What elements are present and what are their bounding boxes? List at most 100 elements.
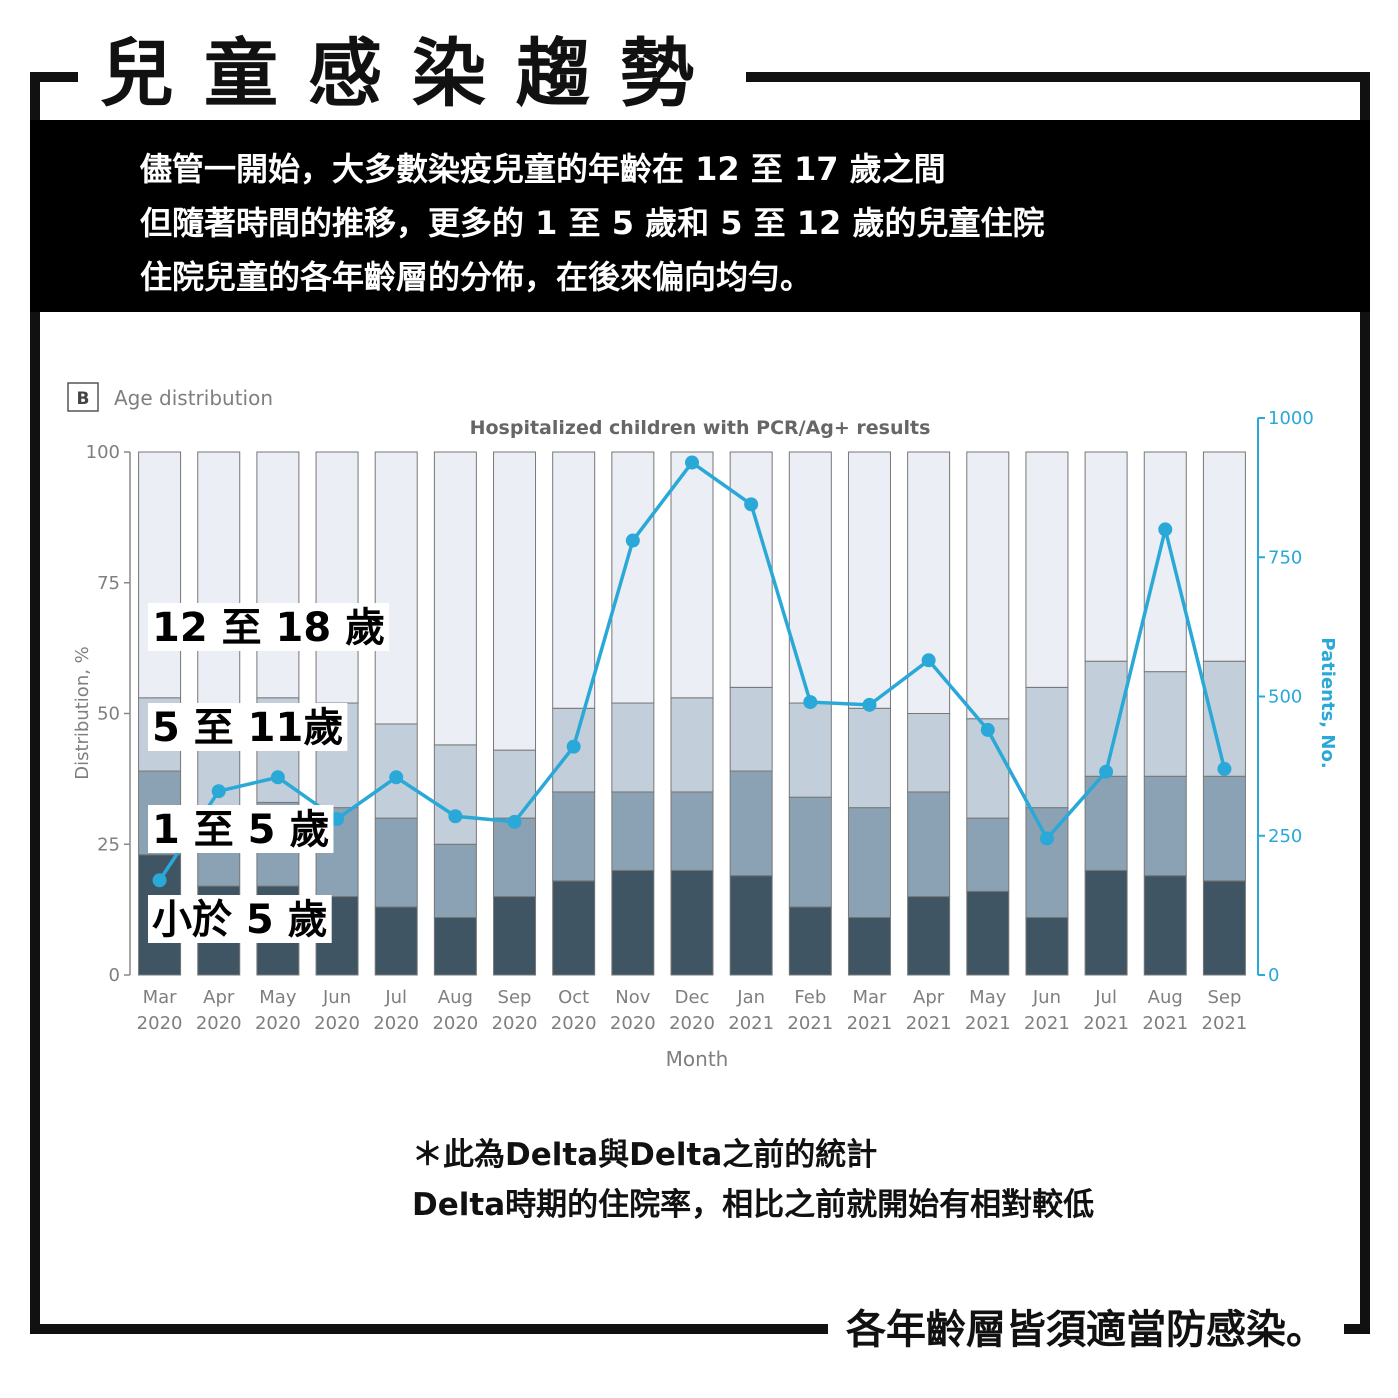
x-tick-label-year: 2020 (432, 1013, 478, 1034)
patients-point (270, 770, 285, 785)
x-tick-label-month: Jan (736, 987, 765, 1008)
x-tick-label-year: 2020 (669, 1013, 715, 1034)
bar-segment-1 (1202, 880, 1246, 976)
bar-segment-4 (256, 451, 300, 699)
patients-point (1217, 761, 1232, 776)
x-tick-label-year: 2020 (610, 1013, 656, 1034)
patients-point (389, 770, 404, 785)
footer-slogan: 各年齡層皆須適當防感染。 (828, 1296, 1344, 1364)
patients-point (625, 533, 640, 548)
bar-segment-2 (611, 791, 655, 871)
bar-segment-4 (138, 451, 182, 699)
bar-segment-1 (729, 875, 773, 976)
page-title: 兒童感染趨勢 (78, 26, 746, 122)
x-tick-label-month: Nov (615, 987, 650, 1008)
bar-segment-2 (1025, 807, 1069, 918)
patients-point (1099, 764, 1114, 779)
bar-segment-2 (670, 791, 714, 871)
age-group-label: 1 至 5 歲 (152, 807, 329, 853)
x-tick-label-year: 2021 (728, 1013, 774, 1034)
bar-segment-3 (493, 749, 537, 819)
bar-segment-4 (433, 451, 477, 746)
bar-segment-1 (1025, 916, 1069, 976)
x-tick-label-month: May (969, 987, 1007, 1008)
bar-segment-1 (433, 916, 477, 976)
patients-point (921, 653, 936, 668)
x-tick-label-year: 2021 (787, 1013, 833, 1034)
y2-axis-label: Patients, No. (1317, 637, 1338, 768)
x-tick-label-year: 2020 (314, 1013, 360, 1034)
x-tick-label-year: 2021 (1202, 1013, 1248, 1034)
age-group-label-bg (148, 603, 390, 651)
age-group-label-bg (148, 805, 334, 853)
patients-point (152, 873, 167, 888)
panel-letter: B (77, 389, 90, 409)
x-tick-label-month: Aug (438, 987, 473, 1008)
bar-segment-1 (966, 890, 1010, 976)
bar-segment-2 (847, 807, 891, 918)
y2-tick-label: 250 (1268, 826, 1302, 847)
y-axis-label: Distribution, % (72, 646, 93, 780)
bar-segment-4 (611, 451, 655, 704)
x-tick-label-year: 2021 (906, 1013, 952, 1034)
bar-segment-2 (1084, 775, 1128, 871)
x-tick-label-month: Jun (1032, 987, 1061, 1008)
bar-segment-4 (729, 451, 773, 688)
footnote-line-2: Delta時期的住院率，相比之前就開始有相對較低 (412, 1187, 1095, 1223)
x-tick-label-month: Jul (384, 987, 407, 1008)
bar-segment-2 (966, 817, 1010, 892)
bar-segment-3 (729, 686, 773, 772)
x-tick-label-month: Mar (852, 987, 887, 1008)
x-tick-label-month: Jun (322, 987, 351, 1008)
x-tick-label-year: 2021 (1083, 1013, 1129, 1034)
patients-point (448, 809, 463, 824)
bar-segment-2 (1143, 775, 1187, 877)
y2-tick-label: 750 (1268, 547, 1302, 568)
x-tick-label-month: Oct (558, 987, 589, 1008)
patients-point (862, 697, 877, 712)
x-tick-label-month: Aug (1148, 987, 1183, 1008)
bar-segment-2 (374, 817, 418, 908)
footnote-line-1: ＊此為Delta與Delta之前的統計 (412, 1137, 878, 1173)
patients-point (330, 812, 345, 827)
age-group-label-bg (148, 895, 332, 943)
bar-segment-1 (907, 896, 951, 976)
y-tick-label: 25 (97, 834, 120, 855)
bar-segment-2 (788, 796, 832, 908)
bar-segment-2 (552, 791, 596, 882)
x-tick-label-month: Jul (1094, 987, 1117, 1008)
chart-title: Hospitalized children with PCR/Ag+ resul… (470, 417, 931, 439)
bar-segment-4 (1202, 451, 1246, 662)
bar-segment-3 (670, 697, 714, 793)
bar-segment-1 (847, 916, 891, 976)
y-tick-label: 0 (109, 965, 120, 986)
age-group-label-bg (148, 703, 348, 751)
bar-segment-3 (788, 702, 832, 798)
bar-segment-2 (493, 817, 537, 898)
y-tick-label: 50 (97, 704, 120, 725)
x-tick-label-month: May (259, 987, 297, 1008)
x-tick-label-month: Apr (203, 987, 235, 1008)
bar-segment-3 (847, 707, 891, 809)
bar-segment-3 (374, 723, 418, 819)
patients-point (980, 722, 995, 737)
x-axis-label: Month (666, 1047, 729, 1071)
bar-segment-4 (197, 451, 241, 725)
age-group-label: 12 至 18 歲 (152, 605, 385, 651)
patients-point (1158, 522, 1173, 537)
intro-block: 儘管一開始，大多數染疫兒童的年齡在 12 至 17 歲之間 但隨著時間的推移，更… (30, 120, 1370, 312)
patients-point (566, 739, 581, 754)
patients-point (211, 784, 226, 799)
x-tick-label-year: 2021 (1142, 1013, 1188, 1034)
x-tick-label-year: 2020 (551, 1013, 597, 1034)
x-tick-label-month: Apr (913, 987, 945, 1008)
bar-segment-4 (493, 451, 537, 751)
bar-segment-3 (1143, 671, 1187, 777)
intro-line-1: 儘管一開始，大多數染疫兒童的年齡在 12 至 17 歲之間 (140, 150, 946, 188)
bar-segment-1 (552, 880, 596, 976)
intro-line-3: 住院兒童的各年齡層的分佈，在後來偏向均勻。 (140, 258, 813, 296)
x-tick-label-month: Feb (794, 987, 826, 1008)
bar-segment-4 (552, 451, 596, 709)
panel-letter-box (67, 382, 99, 412)
